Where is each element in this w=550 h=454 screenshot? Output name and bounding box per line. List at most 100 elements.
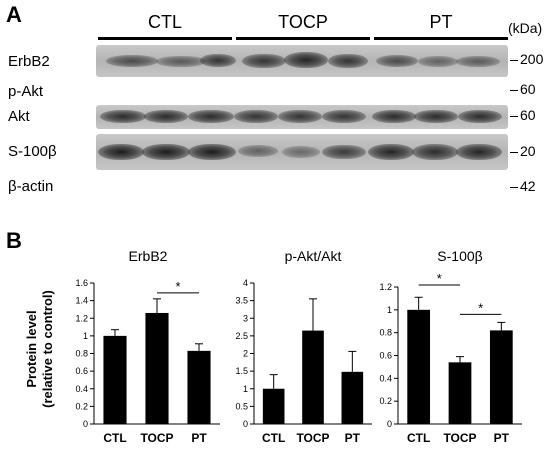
x-tick-label: TOCP [140,431,173,445]
y-tick-label: 0.8 [75,349,88,359]
bar-tocp [145,312,169,424]
band [414,110,458,123]
y-tick-label: 0.6 [75,366,88,376]
band [368,144,414,160]
blot-strip-s100b [96,134,508,170]
marker-label-20: 20 [520,143,536,159]
chart-title: ErbB2 [129,248,168,264]
y-tick-label: 0 [243,419,248,429]
band [456,56,500,67]
x-tick-label: CTL [103,431,126,445]
bar-pt [187,350,211,424]
band [242,54,286,68]
bar-tocp [302,330,324,424]
band [234,110,278,123]
band [142,144,190,160]
x-tick-label: PT [345,431,361,445]
chart-erbb2: ErbB2 0 0.2 0.4 0.6 0.8 1 1.2 1.4 1.6 CTL TOCP PT * [75,248,220,445]
band [156,56,206,67]
y-tick-label: 0.6 [379,351,392,361]
group-line-ctl [98,37,232,40]
y-tick-label: 2 [243,349,248,359]
panel-a-label: A [6,2,22,27]
band [200,54,236,67]
row-label-erbb2: ErbB2 [8,53,50,70]
marker-label-60-b: 60 [520,107,536,123]
significance-star: * [437,271,442,286]
band [188,144,236,160]
y-tick-label: 0.5 [235,401,248,411]
y-tick-label: 1.6 [75,278,88,288]
row-label-p-akt: p-Akt [8,83,44,100]
band [106,55,158,67]
marker-label-200: 200 [520,51,544,67]
chart-title: p-Akt/Akt [285,248,342,264]
bar-charts-figure: Protein level (relative to control) ErbB… [24,248,522,445]
panel-b-label: B [6,228,22,253]
y-tick-label: 3.5 [235,296,248,306]
row-label-s100b: S-100β [8,143,57,160]
y-tick-label: 2.5 [235,331,248,341]
kda-unit-label: (kDa) [508,20,543,36]
chart-p-akt-akt: p-Akt/Akt 0 0.5 1 1.5 2 2.5 3 3.5 4 CTL TOCP PT [235,248,372,445]
band [458,110,502,123]
y-tick-label: 1.4 [75,296,88,306]
marker-tick-60-a [510,90,518,91]
band [278,110,322,123]
band [456,144,502,160]
band [328,54,368,68]
bar-ctl [407,309,431,424]
blot-strip-akt [96,105,508,129]
y-tick-label: 4 [243,278,248,288]
band [98,144,144,160]
row-label-beta-actin: β-actin [8,178,54,195]
marker-label-60-a: 60 [520,81,536,97]
y-tick-label: 0.8 [379,328,392,338]
x-tick-label: CTL [407,431,430,445]
group-line-tocp [236,37,370,40]
band [100,110,146,123]
y-axis-label-line2: (relative to control) [40,290,55,408]
band [144,110,188,123]
chart-title: S-100β [437,248,482,264]
marker-tick-200 [510,60,518,61]
band [322,110,366,123]
band [238,145,278,157]
band [322,145,366,159]
row-label-akt: Akt [8,108,30,125]
bar-pt [489,330,513,424]
y-tick-label: 1.5 [235,366,248,376]
band [418,56,458,67]
significance-star: * [175,279,180,294]
y-tick-label: 0 [387,419,392,429]
marker-label-42: 42 [520,178,536,194]
marker-tick-60-b [510,116,518,117]
bar-tocp [448,362,472,424]
x-tick-label: CTL [262,431,285,445]
y-tick-label: 3 [243,313,248,323]
bar-ctl [262,388,285,424]
x-tick-label: PT [191,431,207,445]
group-label-tocp: TOCP [278,12,328,32]
chart-s100b: S-100β 0 0.2 0.4 0.6 0.8 1 1.2 CTL TOCP PT * * [379,248,522,445]
y-tick-label: 0.4 [75,384,88,394]
x-tick-label: PT [494,431,510,445]
group-label-ctl: CTL [147,12,182,32]
y-tick-label: 0 [83,419,88,429]
y-axis-label-line1: Protein level [24,310,39,387]
marker-tick-42 [510,187,518,188]
x-tick-label: TOCP [296,431,329,445]
y-tick-label: 1 [83,331,88,341]
significance-star: * [478,300,483,315]
bar-ctl [103,335,127,424]
marker-tick-20 [510,152,518,153]
y-tick-label: 1.2 [75,313,88,323]
band [282,146,320,158]
group-label-pt: PT [429,12,453,32]
y-tick-label: 1 [387,305,392,315]
band [412,144,458,160]
y-tick-label: 0.4 [379,373,392,383]
blot-strip-erbb2 [96,45,508,77]
y-tick-label: 1.2 [379,282,392,292]
group-line-pt [374,37,508,40]
